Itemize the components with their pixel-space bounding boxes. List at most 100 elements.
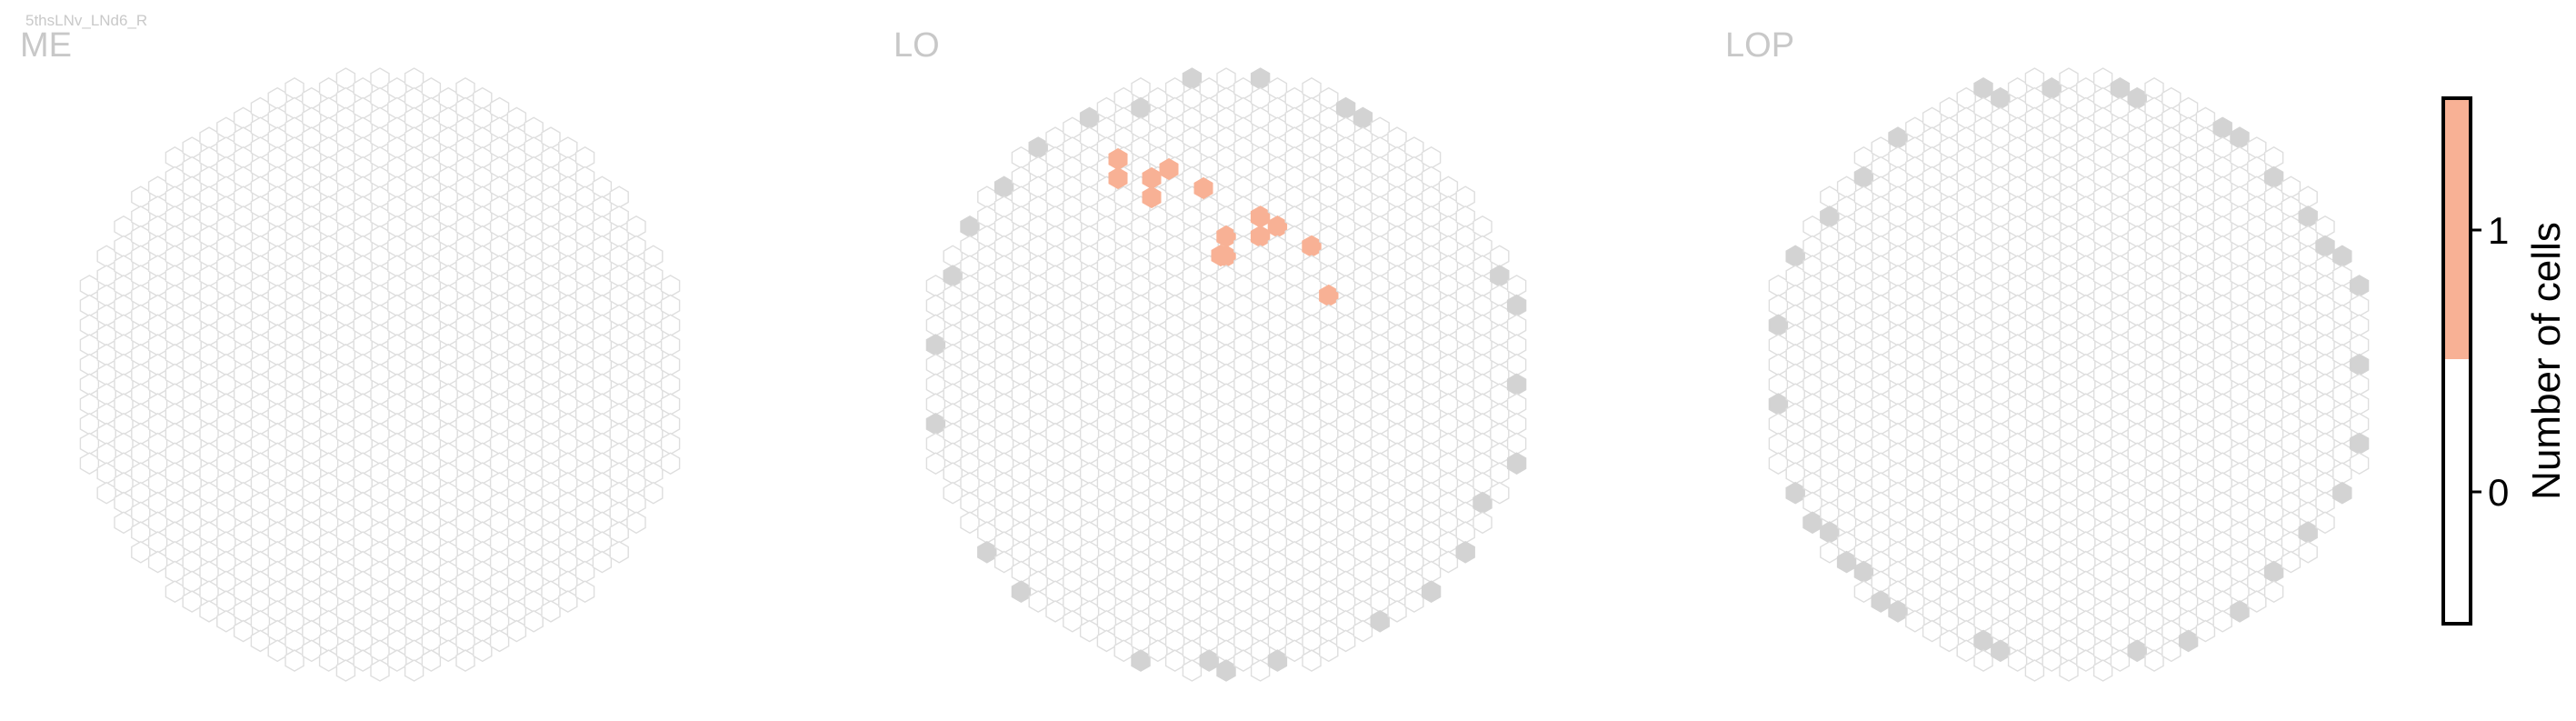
hex-column bbox=[1785, 284, 1805, 307]
hex-column bbox=[370, 501, 390, 525]
hex-column bbox=[541, 383, 561, 406]
hex-column bbox=[1956, 560, 1976, 584]
hex-column bbox=[2263, 363, 2284, 386]
hex-column bbox=[233, 126, 254, 149]
hex-column bbox=[302, 481, 322, 505]
hex-column bbox=[977, 501, 997, 525]
hex-column bbox=[182, 255, 202, 278]
hex-column bbox=[2315, 393, 2335, 416]
hex-column bbox=[2195, 540, 2216, 564]
hex-column bbox=[2162, 540, 2182, 564]
hex-column bbox=[335, 86, 356, 110]
hex-column bbox=[1113, 540, 1133, 564]
hex-column bbox=[1164, 334, 1185, 356]
hex-column bbox=[489, 550, 510, 574]
hex-column bbox=[147, 255, 168, 278]
hex-column bbox=[960, 294, 980, 317]
hex-column bbox=[1973, 275, 1993, 297]
hex-column bbox=[1956, 540, 1976, 564]
hex-column bbox=[1455, 324, 1475, 346]
hex-column bbox=[2281, 531, 2301, 554]
hex-column bbox=[1939, 116, 1960, 140]
hex-column bbox=[302, 165, 322, 189]
hex-column bbox=[79, 294, 100, 317]
hex-column bbox=[1370, 491, 1390, 515]
hex-column bbox=[1319, 580, 1339, 604]
hex-column bbox=[1922, 225, 1942, 248]
hex-column bbox=[1438, 472, 1459, 495]
hex-column bbox=[421, 472, 442, 495]
hex-column bbox=[2059, 540, 2079, 564]
hex-column bbox=[1063, 511, 1083, 535]
hex-column bbox=[2332, 383, 2352, 406]
hex-column bbox=[1335, 116, 1356, 140]
hex-column bbox=[1199, 155, 1219, 179]
hex-column bbox=[2007, 334, 2028, 356]
hex-column bbox=[960, 393, 980, 416]
hex-column bbox=[1939, 215, 1960, 238]
hex-column bbox=[2007, 491, 2028, 515]
hex-column bbox=[2162, 205, 2182, 228]
hex-column bbox=[250, 570, 271, 594]
hex-column bbox=[2230, 580, 2250, 604]
hex-column bbox=[1131, 452, 1151, 476]
hex-column bbox=[2332, 284, 2352, 307]
hex-column bbox=[1922, 265, 1942, 287]
hex-column bbox=[2127, 245, 2147, 268]
hex-column bbox=[943, 403, 963, 426]
hex-column bbox=[2127, 343, 2147, 366]
hex-column bbox=[2127, 619, 2147, 643]
hex-column bbox=[233, 324, 254, 346]
hex-column bbox=[1853, 265, 1874, 287]
hex-column bbox=[2007, 96, 2028, 120]
hex-column bbox=[1233, 215, 1253, 238]
hex-column bbox=[1490, 383, 1510, 406]
hex-column bbox=[2212, 314, 2232, 337]
hex-column bbox=[1421, 145, 1442, 169]
hex-column bbox=[1028, 155, 1048, 179]
hex-column bbox=[216, 136, 236, 159]
hex-column bbox=[2059, 284, 2079, 307]
hex-column bbox=[2127, 205, 2147, 228]
hex-column bbox=[455, 353, 475, 376]
hex-column bbox=[455, 629, 475, 653]
hex-column bbox=[2298, 225, 2318, 248]
hex-column bbox=[1939, 275, 1960, 297]
hex-column bbox=[541, 145, 561, 169]
hex-column bbox=[1250, 442, 1271, 466]
hex-column bbox=[489, 96, 510, 120]
hex-column bbox=[1370, 275, 1390, 297]
hex-column bbox=[438, 265, 458, 287]
hex-column bbox=[1905, 334, 1925, 356]
hex-column bbox=[267, 403, 287, 426]
hex-column bbox=[2007, 155, 2028, 179]
hex-column bbox=[2195, 145, 2216, 169]
hex-column bbox=[1768, 353, 1789, 376]
hex-column bbox=[1404, 531, 1424, 554]
hex-column bbox=[2024, 86, 2045, 110]
hex-column bbox=[1199, 275, 1219, 297]
hex-column bbox=[335, 245, 356, 268]
hex-column bbox=[387, 294, 407, 317]
hex-column bbox=[1939, 472, 1960, 495]
hex-column bbox=[114, 334, 134, 356]
hex-column bbox=[489, 393, 510, 416]
hex-column bbox=[960, 334, 980, 356]
hex-column bbox=[387, 255, 407, 278]
hex-column bbox=[2059, 639, 2079, 663]
hex-column bbox=[1370, 155, 1390, 179]
hex-column bbox=[1011, 245, 1032, 268]
hex-column-boundary bbox=[2042, 76, 2062, 100]
hex-column bbox=[1199, 96, 1219, 120]
hex-column bbox=[558, 511, 578, 535]
hex-column bbox=[1250, 481, 1271, 505]
hex-column bbox=[1421, 481, 1442, 505]
hex-column bbox=[1438, 334, 1459, 356]
hex-column-boundary bbox=[2212, 116, 2232, 140]
hex-column bbox=[1455, 265, 1475, 287]
hex-column bbox=[1438, 452, 1459, 476]
hex-column bbox=[1182, 442, 1203, 466]
hex-column bbox=[1836, 373, 1857, 396]
hex-column bbox=[2127, 560, 2147, 584]
panel-me: ME bbox=[20, 26, 681, 682]
